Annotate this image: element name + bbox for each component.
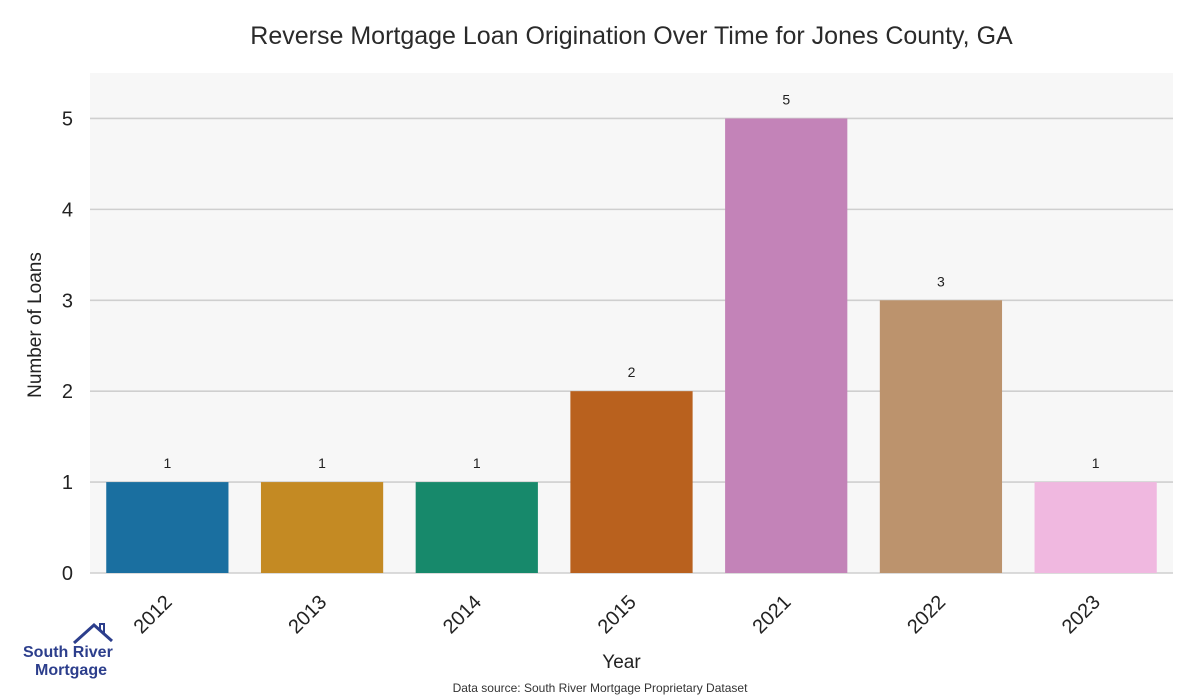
bar-2021: [725, 118, 848, 574]
y-tick-label-3: 3: [62, 290, 73, 312]
bar-value-label-2012: 1: [163, 455, 171, 471]
x-tick-label-2022: 2022: [903, 591, 950, 638]
bar-value-label-2023: 1: [1092, 455, 1100, 471]
bar-2023: [1034, 482, 1157, 573]
bar-value-label-2022: 3: [937, 273, 945, 289]
bar-value-label-2013: 1: [318, 455, 326, 471]
chart-title: Reverse Mortgage Loan Origination Over T…: [250, 22, 1013, 50]
x-tick-label-2012: 2012: [130, 591, 177, 638]
bar-value-label-2021: 5: [782, 91, 790, 107]
brand-logo: South River Mortgage: [18, 622, 128, 682]
house-roof-icon: [72, 622, 113, 645]
bar-value-label-2015: 2: [628, 364, 636, 380]
x-axis-label: Year: [602, 652, 641, 673]
bar-value-label-2014: 1: [473, 455, 481, 471]
x-tick-label-2015: 2015: [594, 591, 641, 638]
bar-2013: [260, 482, 384, 573]
bar-2015: [570, 391, 693, 573]
x-tick-label-2013: 2013: [284, 591, 331, 638]
bar-2012: [106, 482, 229, 573]
x-tick-label-2023: 2023: [1058, 591, 1105, 638]
y-tick-label-2: 2: [62, 381, 73, 403]
y-tick-label-4: 4: [62, 199, 73, 221]
y-tick-label-5: 5: [62, 108, 73, 130]
logo-text-line1: South River: [23, 644, 113, 661]
x-tick-label-2014: 2014: [439, 591, 486, 638]
x-tick-label-2021: 2021: [748, 591, 795, 638]
data-source-note: Data source: South River Mortgage Propri…: [452, 681, 748, 695]
bar-2014: [415, 482, 538, 573]
y-axis-label: Number of Loans: [25, 252, 46, 398]
bar-2022: [879, 300, 1003, 573]
logo-text-line2: Mortgage: [35, 662, 107, 679]
y-tick-label-1: 1: [62, 472, 73, 494]
y-tick-label-0: 0: [62, 563, 73, 585]
